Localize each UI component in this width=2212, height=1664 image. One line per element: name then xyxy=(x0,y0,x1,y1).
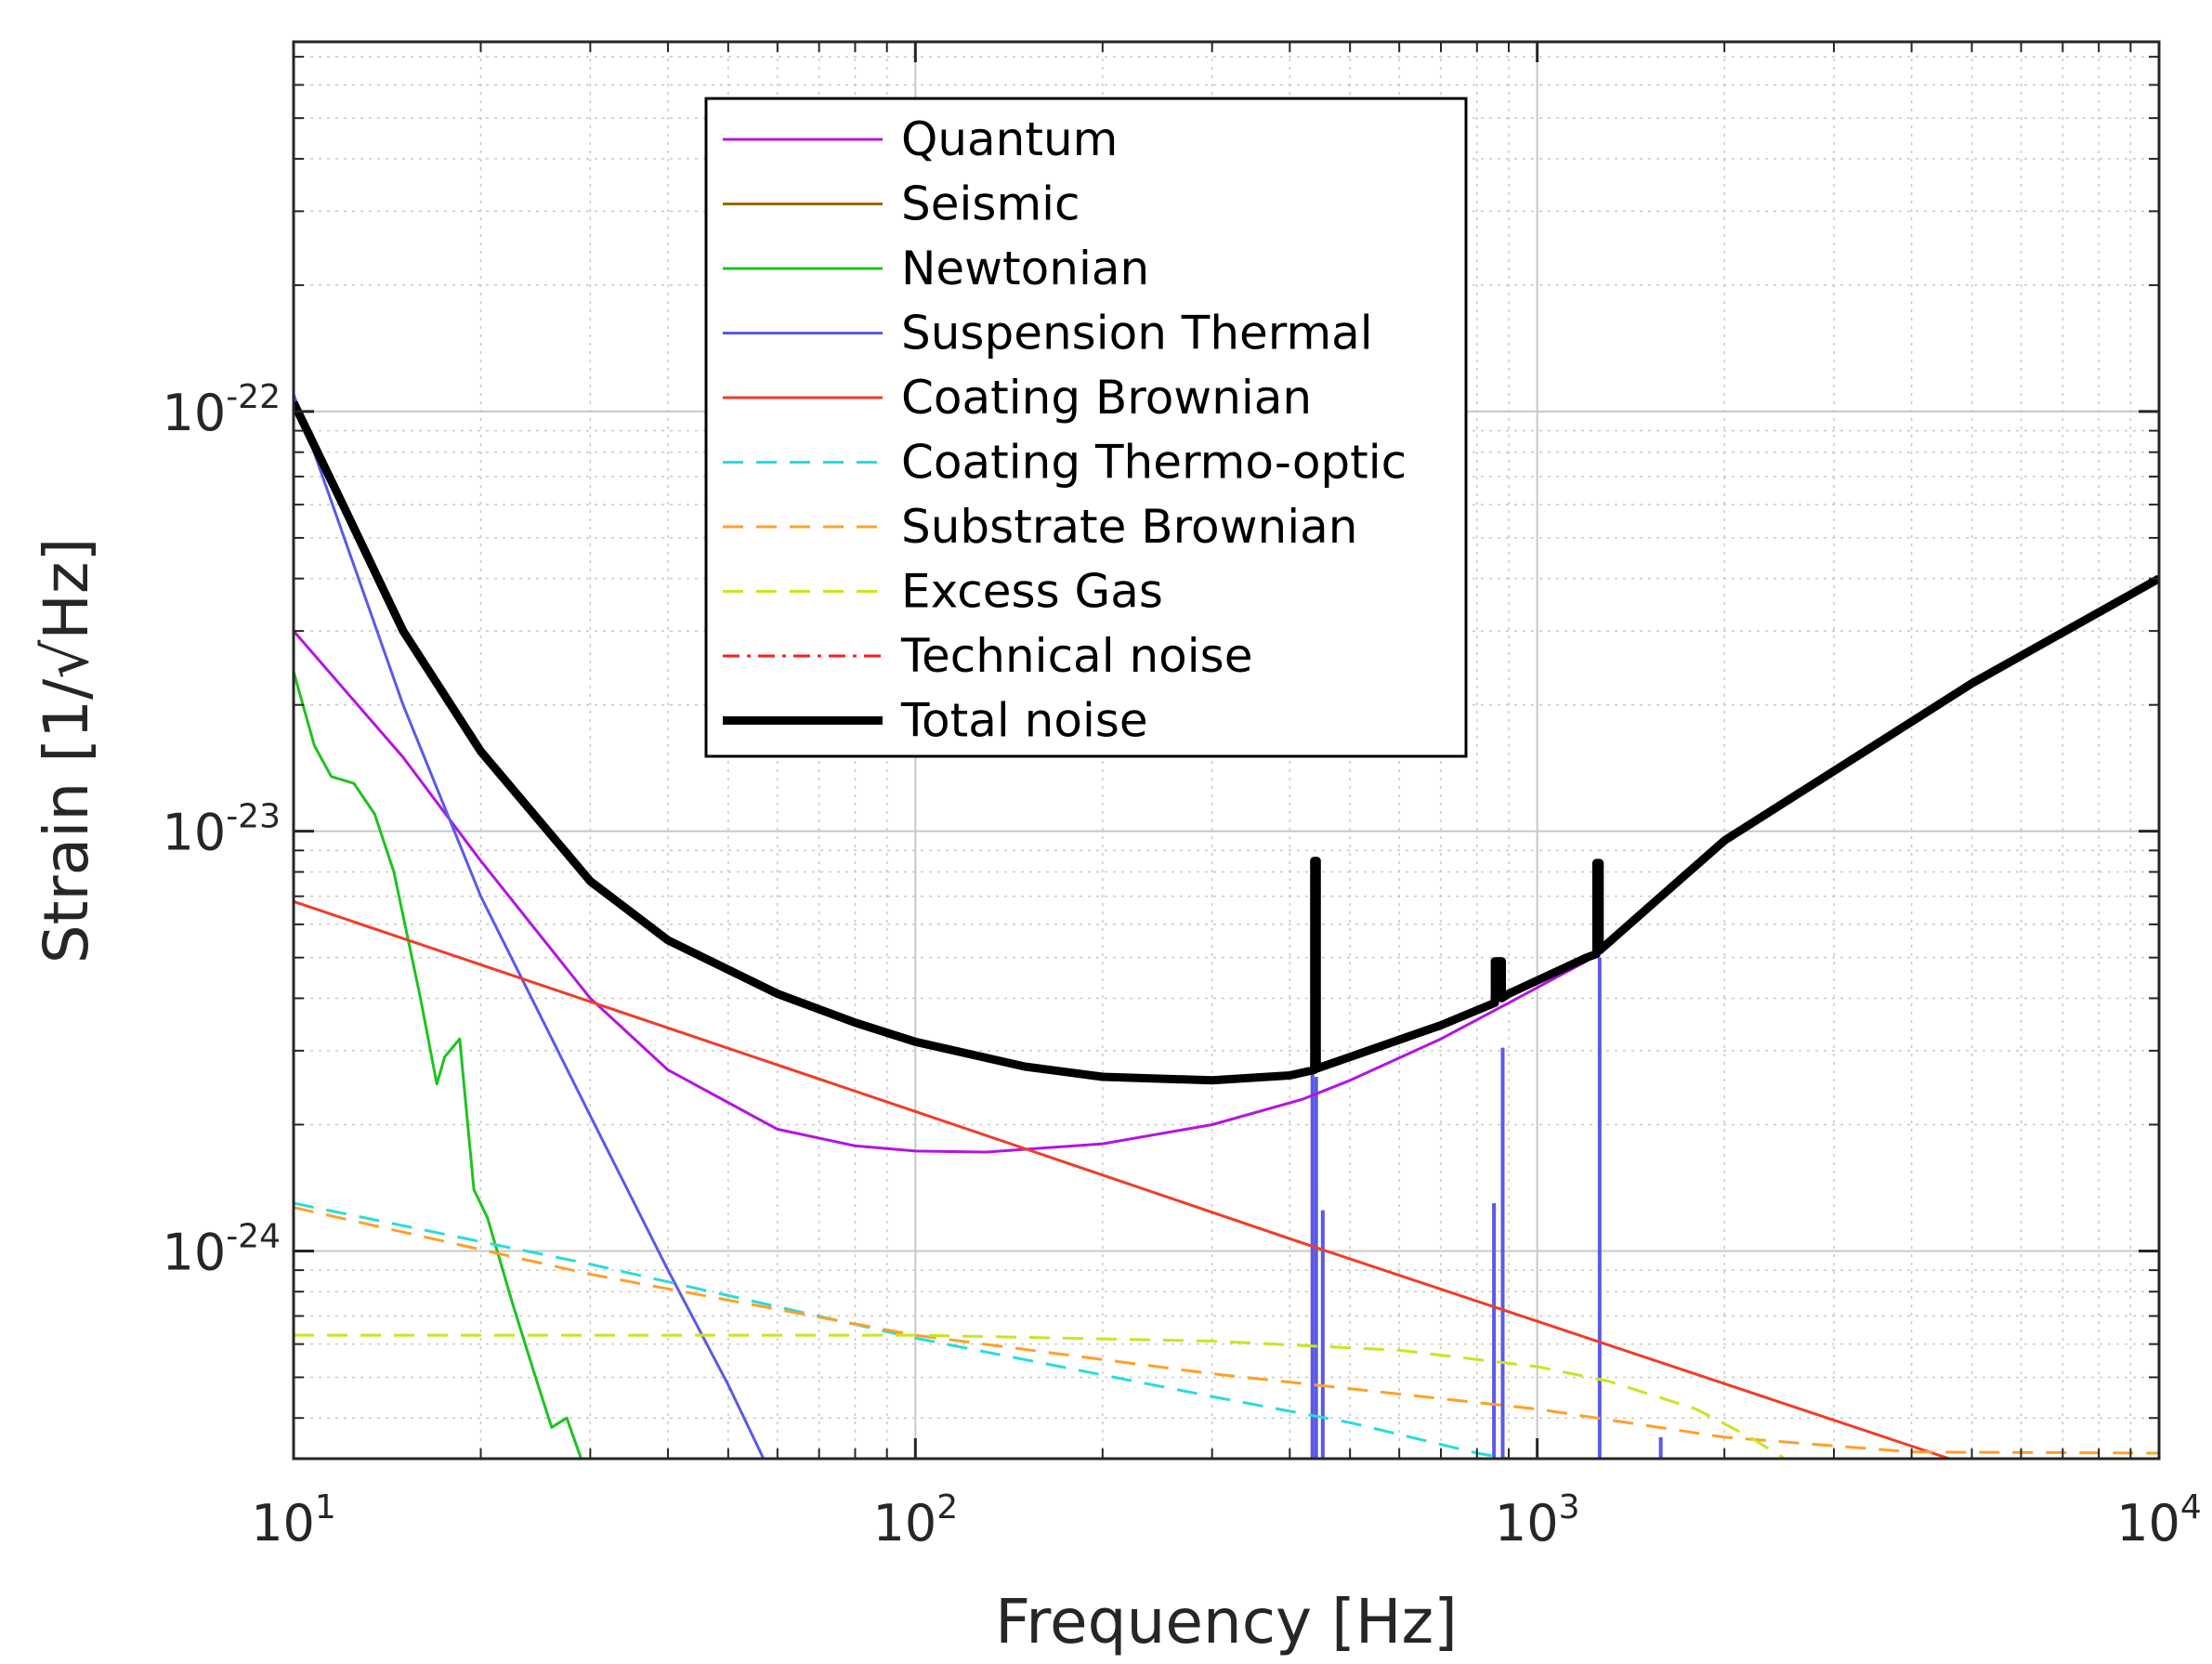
legend-label: Substrate Brownian xyxy=(901,500,1357,554)
legend-label: Total noise xyxy=(900,694,1148,748)
legend-label: Suspension Thermal xyxy=(901,307,1373,360)
y-axis-label: Strain [1/√Hz] xyxy=(31,538,102,964)
series-line-total-noise xyxy=(294,400,2159,1085)
series-line-substrate-brownian xyxy=(294,1206,2159,1455)
x-tick-label: 104 xyxy=(2116,1488,2202,1553)
x-tick-label: 102 xyxy=(873,1488,959,1553)
plot-frame xyxy=(292,40,2161,1461)
legend-label: Technical noise xyxy=(900,629,1252,683)
series-line-newtonian xyxy=(294,671,582,1459)
series-line-suspension-thermal xyxy=(294,393,766,1459)
series-line-coating-brownian xyxy=(294,899,1950,1459)
legend-label: Seismic xyxy=(901,177,1080,231)
y-tick-label: 10-24 xyxy=(162,1217,281,1281)
series-line-excess-gas xyxy=(294,1333,1786,1459)
x-tick-label: 101 xyxy=(251,1488,336,1553)
series-line-quantum xyxy=(294,630,1599,1154)
legend-label: Quantum xyxy=(901,112,1118,166)
legend-label: Excess Gas xyxy=(901,565,1163,619)
x-tick-label: 103 xyxy=(1495,1488,1580,1553)
series-layer xyxy=(294,393,2159,1459)
legend-label: Coating Thermo-optic xyxy=(901,436,1407,490)
tick-labels: 101 102 103 104 10-24 10-23 10-22 xyxy=(162,378,2201,1553)
legend-label: Newtonian xyxy=(901,242,1149,295)
axis-ticks xyxy=(292,42,2159,1459)
y-tick-label: 10-23 xyxy=(162,798,281,862)
y-tick-label: 10-22 xyxy=(162,378,281,442)
legend: Quantum Seismic Newtonian Suspension Therma… xyxy=(704,97,1468,758)
legend-label: Coating Brownian xyxy=(901,371,1312,425)
x-axis-label: Frequency [Hz] xyxy=(995,1586,1458,1657)
legend-box xyxy=(704,97,1468,758)
